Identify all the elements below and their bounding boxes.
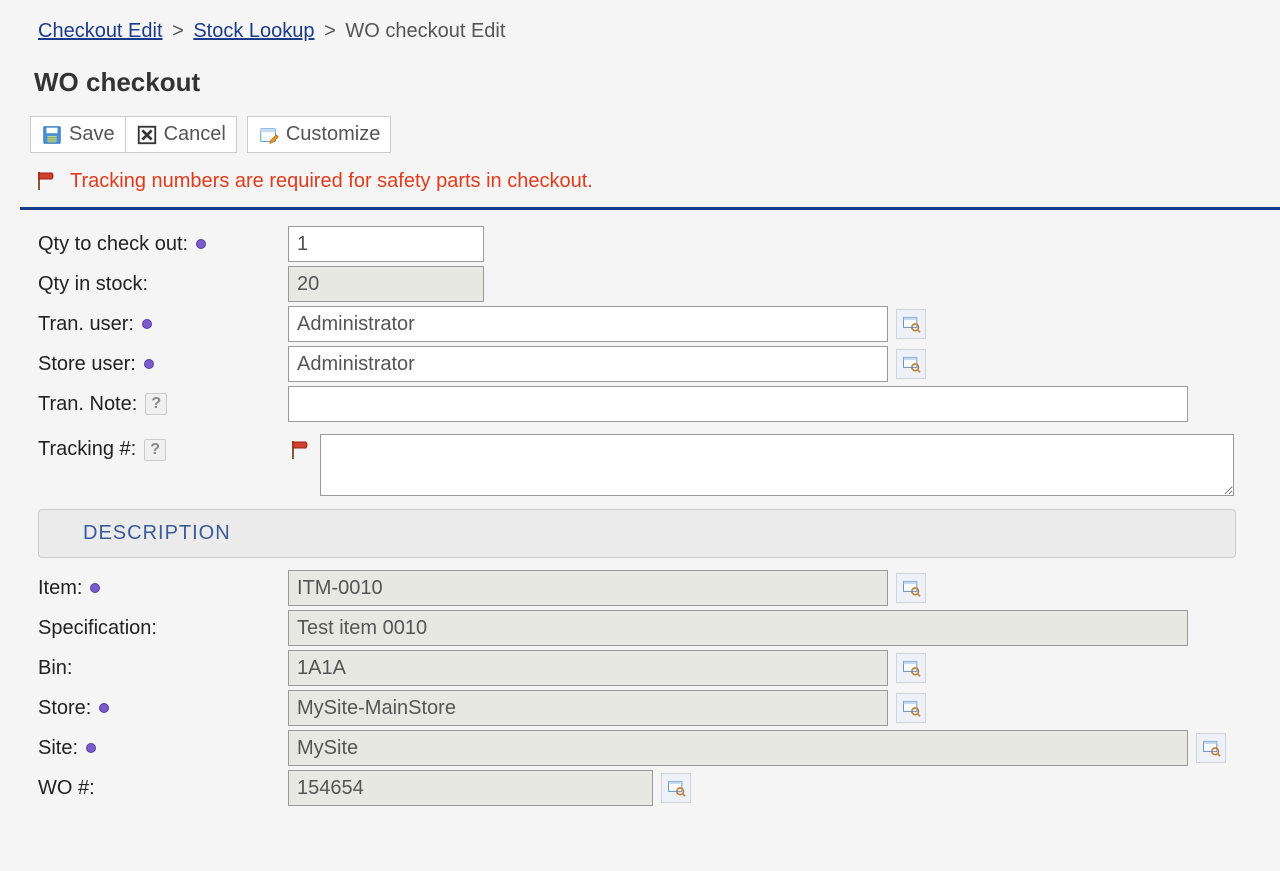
row-spec: Specification: [38, 608, 1250, 648]
label-item: Item: [38, 577, 82, 600]
site-lookup-button[interactable] [1196, 733, 1226, 763]
row-bin: Bin: [38, 648, 1250, 688]
required-dot [90, 583, 100, 593]
tracking-input[interactable] [320, 434, 1234, 496]
site-input [288, 730, 1188, 766]
label-tran-user: Tran. user: [38, 313, 134, 336]
bin-input [288, 650, 888, 686]
lookup-icon [901, 658, 921, 678]
label-tran-note: Tran. Note: [38, 393, 137, 416]
required-dot [99, 703, 109, 713]
lookup-icon [901, 698, 921, 718]
store-user-lookup-button[interactable] [896, 349, 926, 379]
page-title: WO checkout [30, 63, 1250, 116]
qty-stock-input [288, 266, 484, 302]
label-store-user: Store user: [38, 353, 136, 376]
section-divider [20, 207, 1280, 210]
item-lookup-button[interactable] [896, 573, 926, 603]
row-wo: WO #: [38, 768, 1250, 808]
breadcrumb-current: WO checkout Edit [345, 20, 505, 42]
required-dot [196, 239, 206, 249]
wo-lookup-button[interactable] [661, 773, 691, 803]
lookup-icon [901, 354, 921, 374]
required-dot [144, 359, 154, 369]
flag-icon [288, 438, 312, 462]
lookup-icon [1201, 738, 1221, 758]
save-button[interactable]: Save [30, 116, 126, 153]
label-store: Store: [38, 697, 91, 720]
lookup-icon [901, 578, 921, 598]
wo-input [288, 770, 653, 806]
required-dot [86, 743, 96, 753]
tran-note-input[interactable] [288, 386, 1188, 422]
breadcrumb-link-checkout-edit[interactable]: Checkout Edit [38, 20, 163, 42]
breadcrumb-separator: > [320, 20, 340, 42]
lookup-icon [666, 778, 686, 798]
label-tracking: Tracking #: [38, 438, 136, 461]
form: Qty to check out: Qty in stock: Tran. us… [30, 224, 1250, 808]
row-item: Item: [38, 568, 1250, 608]
customize-button[interactable]: Customize [247, 116, 391, 153]
label-wo: WO #: [38, 777, 95, 800]
row-qty-out: Qty to check out: [38, 224, 1250, 264]
store-user-input[interactable] [288, 346, 888, 382]
row-qty-stock: Qty in stock: [38, 264, 1250, 304]
warning-row: Tracking numbers are required for safety… [30, 167, 1250, 207]
tran-user-input[interactable] [288, 306, 888, 342]
cancel-button-label: Cancel [164, 123, 226, 146]
row-tracking: Tracking #: ? [38, 424, 1250, 497]
breadcrumb: Checkout Edit > Stock Lookup > WO checko… [30, 14, 1250, 63]
breadcrumb-link-stock-lookup[interactable]: Stock Lookup [193, 20, 314, 42]
section-description[interactable]: DESCRIPTION [38, 509, 1236, 558]
store-lookup-button[interactable] [896, 693, 926, 723]
save-button-label: Save [69, 123, 115, 146]
help-icon[interactable]: ? [144, 439, 166, 461]
help-icon[interactable]: ? [145, 393, 167, 415]
row-tran-note: Tran. Note: ? [38, 384, 1250, 424]
label-qty-out: Qty to check out: [38, 233, 188, 256]
row-store-user: Store user: [38, 344, 1250, 384]
item-input [288, 570, 888, 606]
breadcrumb-separator: > [168, 20, 188, 42]
bin-lookup-button[interactable] [896, 653, 926, 683]
store-input [288, 690, 888, 726]
tran-user-lookup-button[interactable] [896, 309, 926, 339]
row-site: Site: [38, 728, 1250, 768]
customize-button-label: Customize [286, 123, 380, 146]
customize-icon [258, 124, 280, 146]
save-icon [41, 124, 63, 146]
spec-input [288, 610, 1188, 646]
label-bin: Bin: [38, 657, 72, 680]
row-store: Store: [38, 688, 1250, 728]
section-description-label: DESCRIPTION [83, 522, 231, 544]
required-dot [142, 319, 152, 329]
lookup-icon [901, 314, 921, 334]
flag-icon [34, 169, 58, 193]
label-spec: Specification: [38, 617, 157, 640]
qty-out-input[interactable] [288, 226, 484, 262]
toolbar: Save Cancel Customize [30, 116, 1250, 167]
warning-text: Tracking numbers are required for safety… [70, 170, 593, 193]
label-qty-stock: Qty in stock: [38, 273, 148, 296]
label-site: Site: [38, 737, 78, 760]
cancel-button[interactable]: Cancel [126, 116, 237, 153]
row-tran-user: Tran. user: [38, 304, 1250, 344]
cancel-icon [136, 124, 158, 146]
